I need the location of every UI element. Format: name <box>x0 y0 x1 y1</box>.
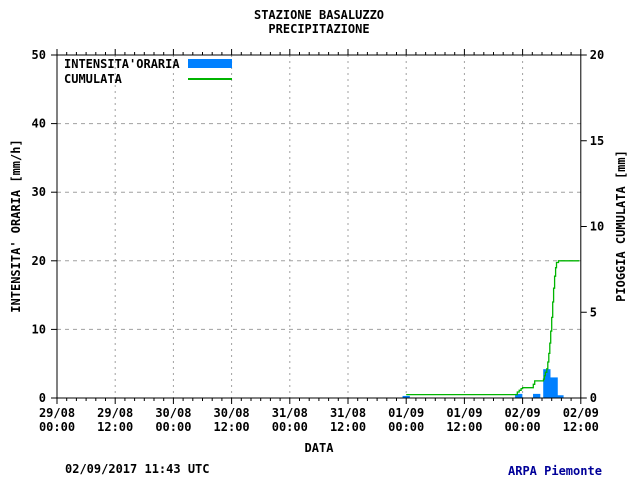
cumulata-line <box>406 260 580 396</box>
svg-text:0: 0 <box>39 391 46 405</box>
svg-text:00:00: 00:00 <box>505 420 541 434</box>
svg-text:10: 10 <box>590 220 604 234</box>
svg-text:00:00: 00:00 <box>272 420 308 434</box>
legend-swatch-bar-icon <box>188 59 232 68</box>
svg-text:30/08: 30/08 <box>214 406 250 420</box>
svg-text:12:00: 12:00 <box>563 420 599 434</box>
left-tick-labels: 0 10 20 30 40 50 <box>32 48 46 405</box>
plot-border <box>56 54 582 399</box>
right-axis-title: PIOGGIA CUMULATA [mm] <box>614 150 628 302</box>
legend-item-cumulata: CUMULATA <box>64 72 232 87</box>
chart-legend: INTENSITA'ORARIA CUMULATA <box>64 57 232 87</box>
chart-title-block: STAZIONE BASALUZZO PRECIPITAZIONE <box>57 8 581 36</box>
svg-text:31/08: 31/08 <box>330 406 366 420</box>
gridlines <box>57 55 581 398</box>
svg-text:12:00: 12:00 <box>446 420 482 434</box>
legend-item-intensita: INTENSITA'ORARIA <box>64 57 232 72</box>
svg-text:00:00: 00:00 <box>39 420 75 434</box>
x-tick-labels: 29/0800:0029/0812:0030/0800:0030/0812:00… <box>39 406 599 434</box>
svg-text:31/08: 31/08 <box>272 406 308 420</box>
svg-text:12:00: 12:00 <box>330 420 366 434</box>
svg-text:15: 15 <box>590 134 604 148</box>
svg-text:40: 40 <box>32 117 46 131</box>
svg-text:29/08: 29/08 <box>97 406 133 420</box>
intensity-bars <box>402 369 564 398</box>
timestamp-label: 02/09/2017 11:43 UTC <box>65 462 210 476</box>
svg-text:02/09: 02/09 <box>563 406 599 420</box>
svg-text:29/08: 29/08 <box>39 406 75 420</box>
svg-text:00:00: 00:00 <box>388 420 424 434</box>
legend-label-cumulata: CUMULATA <box>64 72 122 86</box>
axis-ticks <box>51 49 587 404</box>
svg-text:0: 0 <box>590 391 597 405</box>
svg-text:20: 20 <box>32 254 46 268</box>
svg-text:12:00: 12:00 <box>214 420 250 434</box>
svg-text:50: 50 <box>32 48 46 62</box>
svg-text:12:00: 12:00 <box>97 420 133 434</box>
legend-label-intensita: INTENSITA'ORARIA <box>64 57 180 71</box>
right-tick-labels: 0 5 10 15 20 <box>590 48 604 405</box>
svg-text:20: 20 <box>590 48 604 62</box>
chart-subtitle: PRECIPITAZIONE <box>268 22 370 36</box>
svg-text:10: 10 <box>32 322 46 336</box>
svg-text:01/09: 01/09 <box>388 406 424 420</box>
svg-text:01/09: 01/09 <box>446 406 482 420</box>
credit-label: ARPA Piemonte <box>508 464 602 478</box>
station-title: STAZIONE BASALUZZO <box>253 8 385 22</box>
legend-swatch-line-icon <box>188 78 232 80</box>
svg-text:5: 5 <box>590 305 597 319</box>
svg-text:00:00: 00:00 <box>155 420 191 434</box>
svg-text:30/08: 30/08 <box>155 406 191 420</box>
svg-text:30: 30 <box>32 185 46 199</box>
left-axis-title: INTENSITA' ORARIA [mm/h] <box>9 139 23 313</box>
svg-text:02/09: 02/09 <box>505 406 541 420</box>
x-axis-title: DATA <box>304 441 334 455</box>
